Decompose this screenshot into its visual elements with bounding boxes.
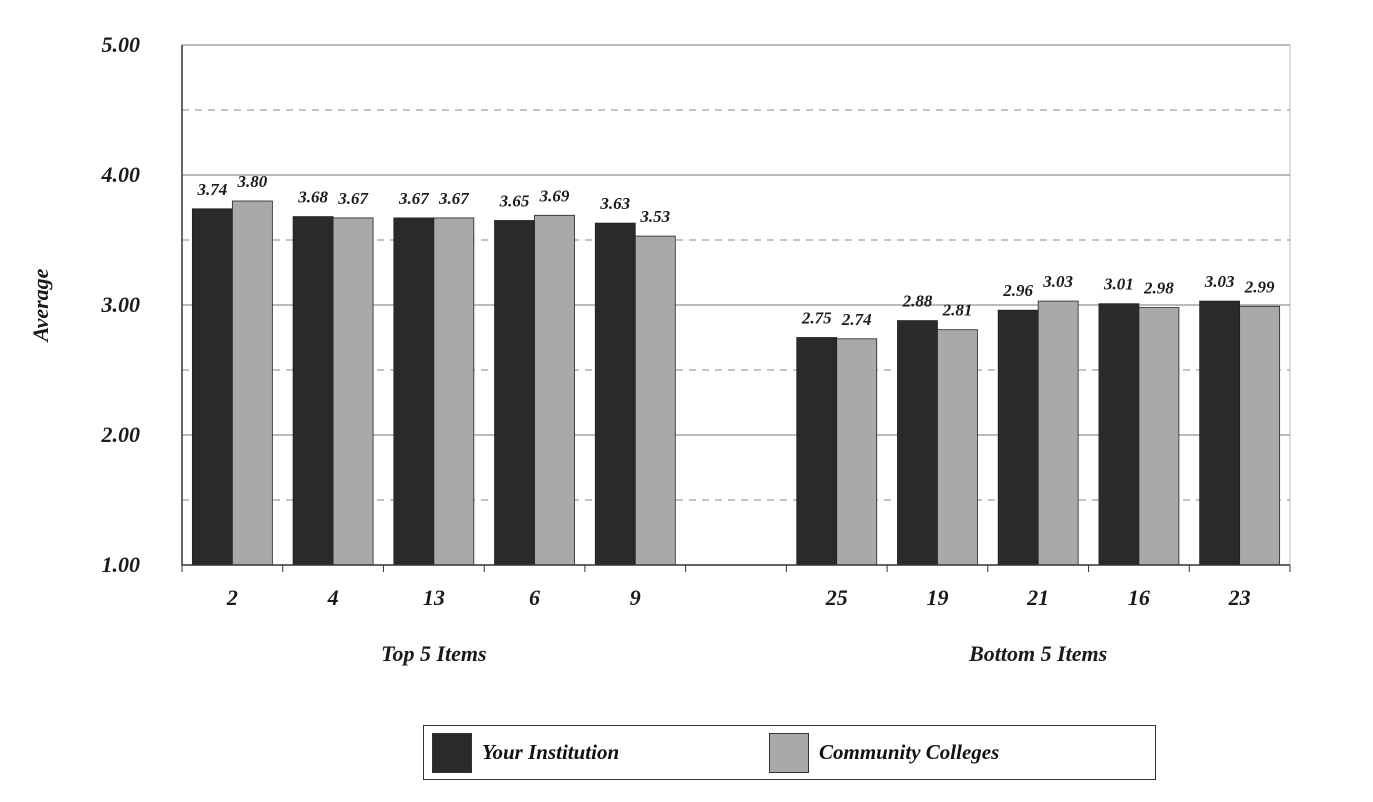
bar-your-institution-6 <box>494 220 535 566</box>
x-tick-label-4: 4 <box>327 585 339 610</box>
x-tick-label-16: 16 <box>1128 585 1150 610</box>
legend-item-your-institution: Your Institution <box>432 726 619 779</box>
legend-swatch-community-colleges <box>769 732 809 773</box>
bar-community-colleges-13 <box>433 217 475 566</box>
data-label-your-institution-4: 3.68 <box>297 188 328 207</box>
bar-your-institution-25 <box>796 337 838 566</box>
data-label-your-institution-19: 2.88 <box>902 292 933 311</box>
y-tick-label: 1.00 <box>102 552 141 577</box>
bar-your-institution-23 <box>1199 300 1241 566</box>
data-label-community-colleges-23: 2.99 <box>1244 277 1275 296</box>
x-tick-label-9: 9 <box>630 585 641 610</box>
data-label-your-institution-13: 3.67 <box>398 189 430 208</box>
bar-community-colleges-9 <box>634 235 676 566</box>
bar-community-colleges-23 <box>1239 305 1281 566</box>
data-label-community-colleges-21: 3.03 <box>1042 272 1073 291</box>
data-label-your-institution-21: 2.96 <box>1002 281 1033 300</box>
bar-your-institution-21 <box>997 309 1039 566</box>
x-tick-label-6: 6 <box>529 585 540 610</box>
group-label-top: Top 5 Items <box>381 641 487 666</box>
x-tick-label-2: 2 <box>226 585 238 610</box>
x-tick-label-13: 13 <box>423 585 445 610</box>
legend-label-community-colleges: Community Colleges <box>819 740 1000 764</box>
y-axis-title: Average <box>28 268 53 343</box>
legend-swatch-your-institution <box>432 732 472 773</box>
data-label-your-institution-2: 3.74 <box>196 180 227 199</box>
bar-your-institution-16 <box>1098 303 1140 566</box>
x-tick-label-23: 23 <box>1228 585 1251 610</box>
y-tick-label: 5.00 <box>102 32 141 57</box>
data-label-community-colleges-9: 3.53 <box>639 207 670 226</box>
bar-community-colleges-4 <box>332 217 374 566</box>
bar-community-colleges-21 <box>1037 300 1079 566</box>
bar-your-institution-13 <box>393 217 435 566</box>
data-label-community-colleges-6: 3.69 <box>539 186 570 205</box>
x-tick-label-25: 25 <box>825 585 848 610</box>
bar-community-colleges-2 <box>231 200 273 566</box>
group-label-bottom: Bottom 5 Items <box>968 641 1107 666</box>
chart-legend: Your Institution Community Colleges <box>423 725 1156 780</box>
y-tick-label: 2.00 <box>101 422 141 447</box>
bar-community-colleges-25 <box>836 338 878 566</box>
y-tick-label: 3.00 <box>101 292 141 317</box>
data-label-community-colleges-2: 3.80 <box>236 172 267 191</box>
data-label-community-colleges-13: 3.67 <box>438 189 470 208</box>
bar-community-colleges-19 <box>937 329 978 566</box>
data-label-community-colleges-4: 3.67 <box>337 189 369 208</box>
data-label-community-colleges-25: 2.74 <box>841 310 872 329</box>
bar-your-institution-9 <box>594 222 636 566</box>
bar-community-colleges-6 <box>534 214 575 566</box>
data-label-your-institution-23: 3.03 <box>1204 272 1235 291</box>
bar-your-institution-4 <box>292 216 334 566</box>
data-label-your-institution-25: 2.75 <box>801 309 832 328</box>
data-label-community-colleges-19: 2.81 <box>942 301 973 320</box>
data-label-your-institution-6: 3.65 <box>499 192 530 211</box>
data-label-your-institution-9: 3.63 <box>599 194 630 213</box>
data-label-your-institution-16: 3.01 <box>1103 275 1134 294</box>
bar-your-institution-2 <box>191 208 233 566</box>
bar-community-colleges-16 <box>1138 307 1180 566</box>
x-tick-label-21: 21 <box>1026 585 1049 610</box>
legend-item-community-colleges: Community Colleges <box>769 726 999 779</box>
y-tick-label: 4.00 <box>101 162 141 187</box>
data-label-community-colleges-16: 2.98 <box>1143 279 1174 298</box>
legend-label-your-institution: Your Institution <box>482 740 620 764</box>
bar-your-institution-19 <box>897 320 938 566</box>
x-tick-label-19: 19 <box>926 585 948 610</box>
